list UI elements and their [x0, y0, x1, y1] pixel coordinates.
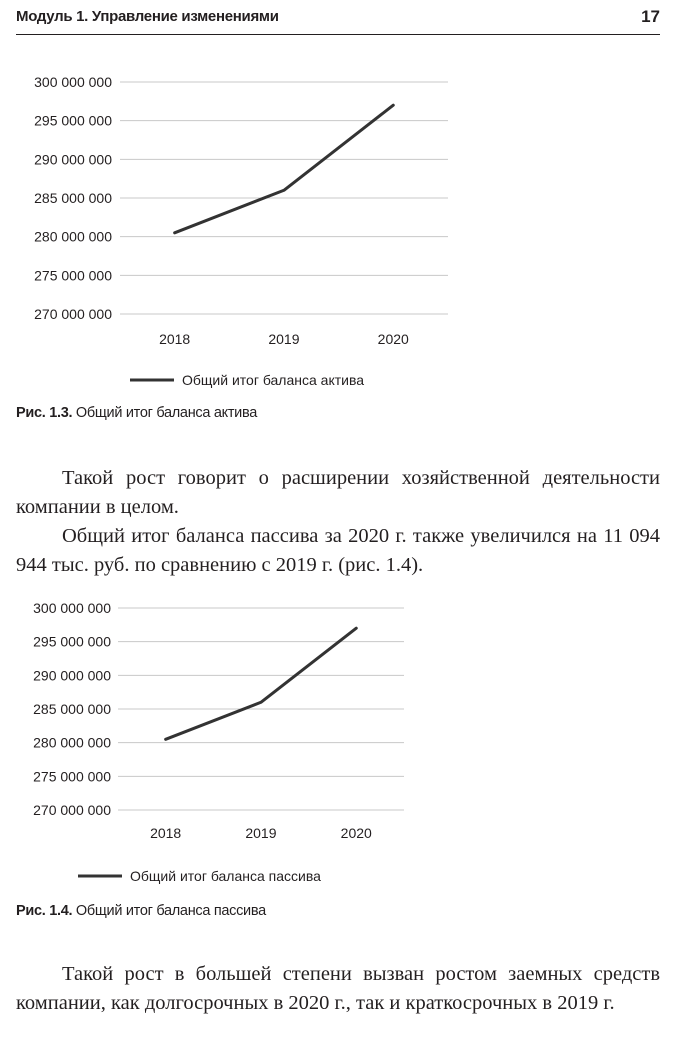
page-header: Модуль 1. Управление изменениями 17 — [16, 6, 660, 35]
y-tick-label: 285 000 000 — [33, 701, 111, 717]
series-line — [173, 103, 395, 235]
y-tick-label: 290 000 000 — [34, 151, 112, 167]
paragraph: Такой рост в большей степени вызван рост… — [16, 963, 660, 1014]
figure-caption-1-4: Рис. 1.4. Общий итог баланса пассива — [16, 903, 266, 919]
y-tick-label: 290 000 000 — [33, 667, 111, 683]
legend-label: Общий итог баланса пассива — [130, 868, 321, 884]
caption-label: Рис. 1.4. — [16, 903, 73, 919]
chart-assets-svg: 300 000 000 295 000 000 290 000 000 285 000… — [34, 74, 448, 388]
body-text-1: Такой рост говорит о расширении хозяйств… — [16, 464, 660, 580]
x-tick-label: 2020 — [378, 331, 409, 347]
paragraph: Общий итог баланса пассива за 2020 г. та… — [16, 525, 660, 576]
x-tick-label: 2018 — [159, 331, 190, 347]
caption-label: Рис. 1.3. — [16, 405, 73, 421]
y-tick-label: 300 000 000 — [34, 74, 112, 90]
chart-balance-liabilities: 300 000 000 295 000 000 290 000 000 285 000… — [0, 594, 676, 894]
y-tick-label: 295 000 000 — [34, 113, 112, 129]
y-tick-label: 270 000 000 — [34, 306, 112, 322]
running-head: Модуль 1. Управление изменениями — [16, 8, 279, 25]
y-tick-label: 275 000 000 — [34, 267, 112, 283]
legend-label: Общий итог баланса актива — [182, 372, 364, 388]
x-tick-label: 2020 — [341, 825, 372, 841]
y-tick-label: 275 000 000 — [33, 768, 111, 784]
y-tick-label: 285 000 000 — [34, 190, 112, 206]
chart-liabilities-svg: 300 000 000 295 000 000 290 000 000 285 000… — [33, 600, 404, 884]
figure-caption-1-3: Рис. 1.3. Общий итог баланса актива — [16, 405, 257, 421]
caption-text: Общий итог баланса пассива — [72, 903, 266, 919]
y-tick-label: 280 000 000 — [33, 735, 111, 751]
series-line — [164, 626, 358, 741]
y-tick-label: 280 000 000 — [34, 229, 112, 245]
x-tick-label: 2019 — [268, 331, 299, 347]
y-tick-label: 295 000 000 — [33, 634, 111, 650]
x-tick-label: 2018 — [150, 825, 181, 841]
paragraph: Такой рост говорит о расширении хозяйств… — [16, 467, 660, 518]
y-tick-label: 300 000 000 — [33, 600, 111, 616]
chart-balance-assets: 300 000 000 295 000 000 290 000 000 285 000… — [0, 66, 676, 396]
x-tick-label: 2019 — [245, 825, 276, 841]
body-text-2: Такой рост в большей степени вызван рост… — [16, 960, 660, 1018]
y-tick-label: 270 000 000 — [33, 802, 111, 818]
page-number: 17 — [641, 7, 660, 26]
caption-text: Общий итог баланса актива — [72, 405, 257, 421]
